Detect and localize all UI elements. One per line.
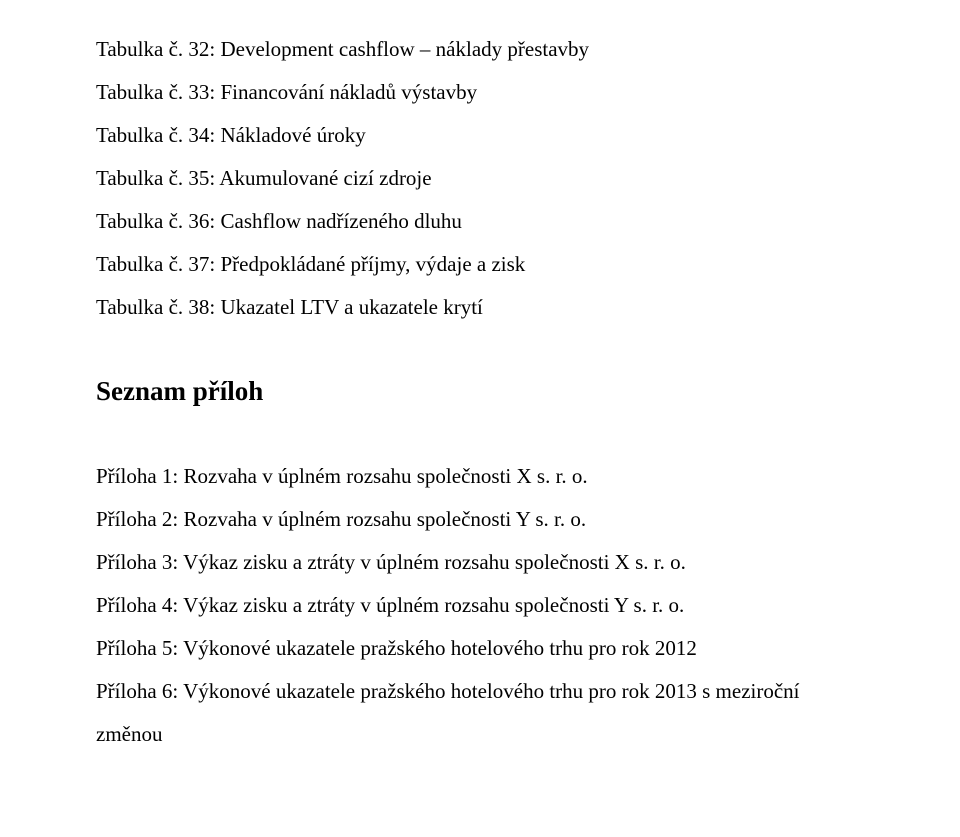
table-entry: Tabulka č. 35: Akumulované cizí zdroje (96, 157, 864, 200)
appendix-entry: Příloha 4: Výkaz zisku a ztráty v úplném… (96, 584, 864, 627)
appendix-list-heading: Seznam příloh (96, 373, 864, 411)
appendix-entry: Příloha 6: Výkonové ukazatele pražského … (96, 670, 864, 756)
appendix-entry: Příloha 3: Výkaz zisku a ztráty v úplném… (96, 541, 864, 584)
appendix-entry: Příloha 2: Rozvaha v úplném rozsahu spol… (96, 498, 864, 541)
document-page: Tabulka č. 32: Development cashflow – ná… (0, 0, 960, 837)
table-entry: Tabulka č. 33: Financování nákladů výsta… (96, 71, 864, 114)
table-entry: Tabulka č. 38: Ukazatel LTV a ukazatele … (96, 286, 864, 329)
appendix-entry: Příloha 5: Výkonové ukazatele pražského … (96, 627, 864, 670)
table-entry: Tabulka č. 37: Předpokládané příjmy, výd… (96, 243, 864, 286)
table-entry: Tabulka č. 32: Development cashflow – ná… (96, 28, 864, 71)
table-entry: Tabulka č. 36: Cashflow nadřízeného dluh… (96, 200, 864, 243)
table-entry: Tabulka č. 34: Nákladové úroky (96, 114, 864, 157)
appendix-entry: Příloha 1: Rozvaha v úplném rozsahu spol… (96, 455, 864, 498)
